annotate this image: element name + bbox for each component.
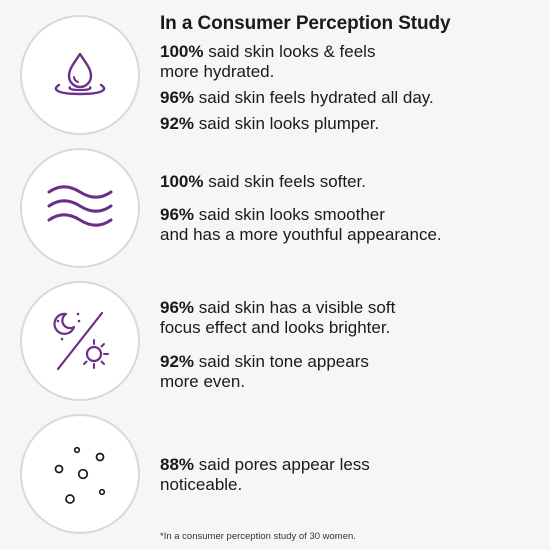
pores-icon-circle [20, 414, 140, 534]
moon-sun-icon [53, 311, 109, 371]
water-drop-icon [54, 52, 106, 96]
claim-hydrated-looks-feels: 100% said skin looks & feels [160, 42, 376, 61]
softness-icon-circle [20, 148, 140, 268]
claim-even-tone-cont: more even. [160, 372, 246, 391]
brightness-icon-circle [20, 281, 140, 401]
claim-pores-cont: noticeable. [160, 475, 243, 494]
hydration-icon-circle [20, 15, 140, 135]
study-heading: In a Consumer Perception Study [160, 13, 451, 34]
claim-plumper: 92% said skin looks plumper. [160, 114, 380, 133]
claim-hydrated-looks-feels-cont: more hydrated. [160, 62, 275, 81]
claim-soft-focus-cont: focus effect and looks brighter. [160, 318, 391, 337]
waves-icon [47, 185, 113, 227]
claim-softer: 100% said skin feels softer. [160, 172, 367, 191]
footnote: *In a consumer perception study of 30 wo… [160, 531, 356, 542]
claim-even-tone: 92% said skin tone appears [160, 352, 369, 371]
pores-dots-icon [54, 446, 106, 504]
claim-hydrated-all-day: 96% said skin feels hydrated all day. [160, 88, 434, 107]
claim-pores: 88% said pores appear less [160, 455, 370, 474]
claim-soft-focus: 96% said skin has a visible soft [160, 298, 396, 317]
claim-smoother: 96% said skin looks smoother [160, 205, 385, 224]
claim-smoother-cont: and has a more youthful appearance. [160, 225, 442, 244]
